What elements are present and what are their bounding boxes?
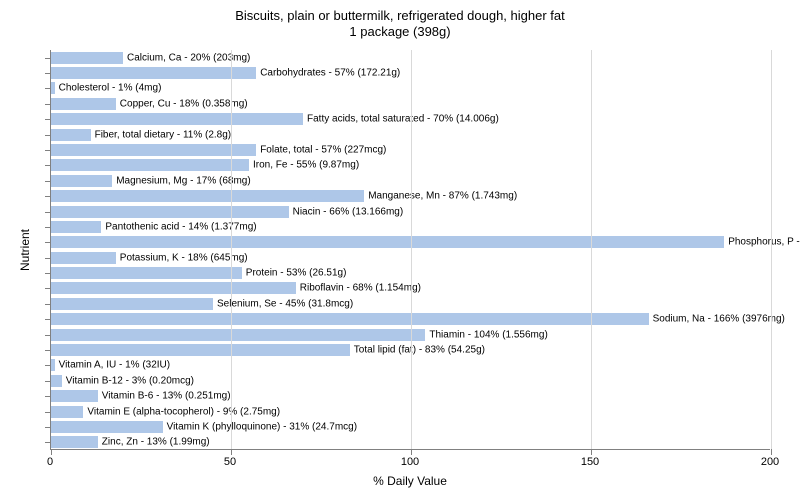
bar-label: Vitamin E (alpha-tocopherol) - 9% (2.75m…	[87, 406, 280, 417]
bar	[51, 436, 98, 448]
bar	[51, 421, 163, 433]
y-tick	[45, 135, 51, 136]
y-tick	[45, 412, 51, 413]
bar-label: Potassium, K - 18% (645mg)	[120, 252, 248, 263]
bar	[51, 52, 123, 64]
y-tick	[45, 319, 51, 320]
gridline	[771, 50, 772, 449]
x-tick	[411, 449, 412, 455]
y-tick	[45, 242, 51, 243]
bar-label: Niacin - 66% (13.166mg)	[293, 206, 404, 217]
y-tick	[45, 442, 51, 443]
y-tick	[45, 58, 51, 59]
x-tick-label: 100	[401, 456, 419, 468]
chart-title-block: Biscuits, plain or buttermilk, refrigera…	[0, 0, 800, 41]
y-tick	[45, 227, 51, 228]
chart-title-line2: 1 package (398g)	[0, 24, 800, 40]
x-axis-label: % Daily Value	[373, 474, 447, 488]
bar-label: Manganese, Mn - 87% (1.743mg)	[368, 191, 517, 202]
bar-label: Phosphorus, P - 187% (1871mg)	[728, 237, 800, 248]
bar-label: Riboflavin - 68% (1.154mg)	[300, 283, 421, 294]
bar-label: Iron, Fe - 55% (9.87mg)	[253, 160, 359, 171]
bar	[51, 129, 91, 141]
y-tick	[45, 381, 51, 382]
bar	[51, 144, 256, 156]
y-tick	[45, 304, 51, 305]
x-tick-label: 0	[47, 456, 53, 468]
y-tick	[45, 335, 51, 336]
bar	[51, 206, 289, 218]
bar-label: Zinc, Zn - 13% (1.99mg)	[102, 437, 210, 448]
bar-label: Protein - 53% (26.51g)	[246, 268, 347, 279]
y-tick	[45, 88, 51, 89]
bar	[51, 67, 256, 79]
chart-title-line1: Biscuits, plain or buttermilk, refrigera…	[0, 8, 800, 24]
y-tick	[45, 273, 51, 274]
bar-label: Vitamin K (phylloquinone) - 31% (24.7mcg…	[167, 421, 357, 432]
y-tick	[45, 119, 51, 120]
x-tick-label: 200	[761, 456, 779, 468]
bar-label: Vitamin A, IU - 1% (32IU)	[59, 360, 171, 371]
bar	[51, 359, 55, 371]
bar-label: Selenium, Se - 45% (31.8mcg)	[217, 298, 353, 309]
y-tick	[45, 427, 51, 428]
bar	[51, 267, 242, 279]
bar-label: Fatty acids, total saturated - 70% (14.0…	[307, 114, 499, 125]
bar	[51, 298, 213, 310]
bar-label: Pantothenic acid - 14% (1.377mg)	[105, 221, 256, 232]
bar-label: Folate, total - 57% (227mcg)	[260, 145, 386, 156]
x-tick	[591, 449, 592, 455]
bar-label: Vitamin B-6 - 13% (0.251mg)	[102, 391, 231, 402]
y-tick	[45, 181, 51, 182]
bar-label: Fiber, total dietary - 11% (2.8g)	[95, 129, 232, 140]
x-tick-label: 50	[224, 456, 236, 468]
gridline	[411, 50, 412, 449]
x-tick	[51, 449, 52, 455]
y-tick	[45, 150, 51, 151]
bar	[51, 406, 83, 418]
y-tick	[45, 350, 51, 351]
bar	[51, 252, 116, 264]
bar	[51, 375, 62, 387]
bar	[51, 329, 425, 341]
gridline	[591, 50, 592, 449]
bar	[51, 190, 364, 202]
bar-label: Sodium, Na - 166% (3976mg)	[653, 314, 785, 325]
bar	[51, 82, 55, 94]
plot-area: Calcium, Ca - 20% (203mg)Carbohydrates -…	[50, 50, 770, 450]
bar	[51, 221, 101, 233]
y-axis-label: Nutrient	[18, 229, 32, 271]
nutrient-chart: Biscuits, plain or buttermilk, refrigera…	[0, 0, 800, 500]
bar-label: Vitamin B-12 - 3% (0.20mcg)	[66, 375, 194, 386]
bar-label: Copper, Cu - 18% (0.358mg)	[120, 98, 248, 109]
bar	[51, 236, 724, 248]
bar-label: Total lipid (fat) - 83% (54.25g)	[354, 345, 485, 356]
bar-label: Carbohydrates - 57% (172.21g)	[260, 68, 400, 79]
y-tick	[45, 165, 51, 166]
bar	[51, 113, 303, 125]
bar	[51, 159, 249, 171]
y-tick	[45, 365, 51, 366]
y-tick	[45, 212, 51, 213]
y-tick	[45, 396, 51, 397]
x-tick	[771, 449, 772, 455]
x-tick-label: 150	[581, 456, 599, 468]
bar	[51, 282, 296, 294]
bar	[51, 313, 649, 325]
bar	[51, 390, 98, 402]
bar-label: Cholesterol - 1% (4mg)	[59, 83, 162, 94]
y-tick	[45, 258, 51, 259]
bar	[51, 175, 112, 187]
gridline	[231, 50, 232, 449]
y-tick	[45, 73, 51, 74]
y-tick	[45, 196, 51, 197]
bar	[51, 98, 116, 110]
y-tick	[45, 288, 51, 289]
bar-label: Thiamin - 104% (1.556mg)	[429, 329, 547, 340]
x-tick	[231, 449, 232, 455]
y-tick	[45, 104, 51, 105]
bar	[51, 344, 350, 356]
